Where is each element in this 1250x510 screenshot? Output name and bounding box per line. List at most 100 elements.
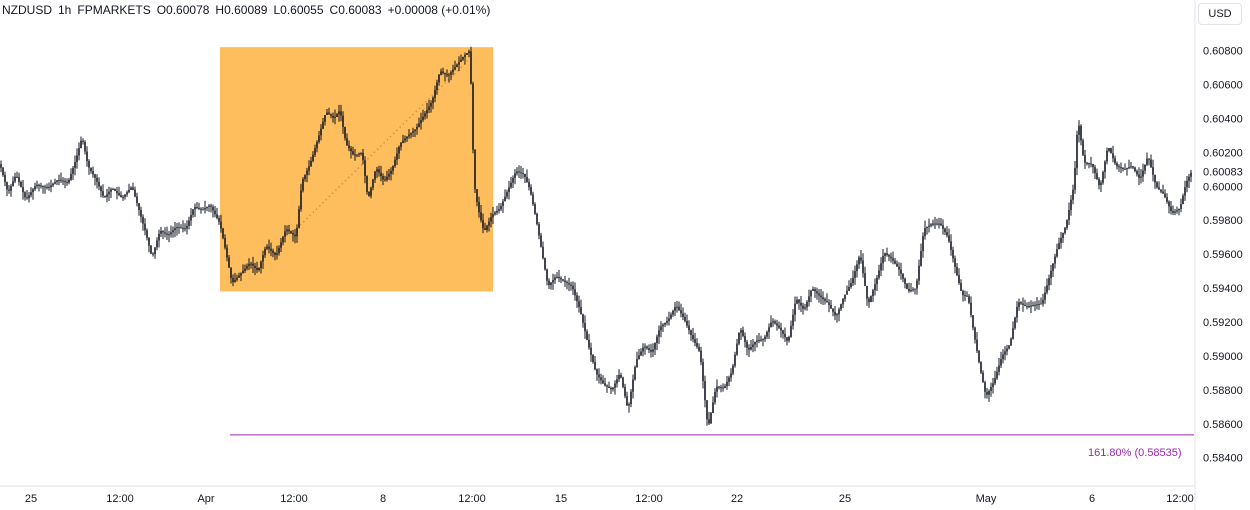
candle-body	[1136, 171, 1138, 175]
currency-button[interactable]: USD	[1198, 3, 1242, 25]
candle-body	[570, 284, 572, 286]
candle-body	[618, 375, 620, 380]
symbol-name[interactable]: NZDUSD	[2, 3, 52, 17]
candle-body	[460, 59, 462, 62]
last-price-marker	[1196, 164, 1250, 179]
candle-body	[198, 207, 200, 209]
candle-body	[118, 193, 120, 196]
candle-body	[818, 293, 820, 296]
candle-body	[948, 235, 950, 242]
candle-body	[62, 180, 64, 182]
candle-body	[426, 109, 428, 114]
candle-body	[310, 161, 312, 167]
candle-body	[554, 277, 556, 281]
price-tick-label: 0.60800	[1203, 46, 1243, 58]
candle-body	[434, 89, 436, 98]
candle-body	[90, 167, 92, 171]
candle-body	[272, 250, 274, 253]
candle-body	[706, 400, 708, 420]
time-tick-label: 22	[731, 493, 743, 505]
candle-body	[574, 289, 576, 296]
candle-body	[518, 171, 520, 173]
candle-body	[964, 295, 966, 297]
candle-body	[886, 253, 888, 255]
candle-body	[1112, 153, 1114, 159]
candle-body	[548, 280, 550, 286]
symbol-legend[interactable]: NZDUSD 1h FPMARKETS O0.60078 H0.60089 L0.6005…	[2, 3, 496, 17]
candle-body	[368, 191, 370, 196]
candle-body	[826, 300, 828, 303]
candle-body	[366, 176, 368, 192]
candle-body	[174, 228, 176, 231]
candle-body	[524, 173, 526, 177]
candle-body	[502, 201, 504, 206]
candle-body	[10, 186, 12, 191]
candle-body	[396, 153, 398, 160]
candle-body	[1110, 148, 1112, 154]
candle-body	[696, 342, 698, 347]
candle-body	[202, 209, 204, 211]
candle-body	[866, 285, 868, 299]
candle-body	[1124, 168, 1126, 170]
candle-body	[982, 372, 984, 383]
candle-body	[884, 253, 886, 257]
candle-body	[642, 347, 644, 352]
candle-body	[278, 247, 280, 254]
broker-label: FPMARKETS	[77, 3, 151, 17]
candle-body	[476, 189, 478, 202]
dotted-trendline[interactable]	[299, 60, 469, 226]
candle-body	[176, 227, 178, 229]
last-price-label: 0.60083	[1203, 167, 1243, 179]
candle-body	[608, 386, 610, 388]
candle-body	[506, 191, 508, 197]
candle-body	[48, 187, 50, 189]
candle-body	[110, 189, 112, 192]
candle-body	[588, 339, 590, 348]
candle-body	[1094, 167, 1096, 174]
candle-body	[360, 152, 362, 154]
candle-body	[768, 327, 770, 332]
candle-body	[436, 82, 438, 90]
price-axis[interactable]: 0.58400 0.58600 0.58800 0.59000 0.59200 0.594…	[1194, 0, 1250, 510]
candle-body	[204, 208, 206, 210]
candle-body	[58, 179, 60, 181]
candle-body	[648, 348, 650, 350]
candle-body	[906, 283, 908, 289]
candle-body	[1018, 302, 1020, 307]
candle-body	[392, 166, 394, 171]
candle-body	[36, 184, 38, 187]
candle-body	[354, 154, 356, 156]
candle-body	[124, 194, 126, 197]
candle-body	[158, 233, 160, 241]
candle-body	[214, 210, 216, 215]
candle-body	[778, 325, 780, 328]
candle-body	[450, 72, 452, 75]
candle-body	[238, 275, 240, 278]
candle-body	[528, 182, 530, 188]
candle-body	[952, 249, 954, 259]
candle-body	[398, 147, 400, 154]
candle-body	[984, 382, 986, 392]
candle-body	[1132, 166, 1134, 168]
candle-body	[532, 194, 534, 205]
time-axis[interactable]: 25 12:00 Apr 12:00 8 12:00 15 12:00 22 25 May 6 12:0…	[0, 485, 1195, 505]
candle-body	[402, 140, 404, 143]
candle-body	[1154, 174, 1156, 183]
candle-body	[1020, 302, 1022, 304]
candle-body	[546, 269, 548, 281]
candle-body	[340, 111, 342, 116]
candle-body	[328, 112, 330, 115]
candle-body	[322, 121, 324, 129]
time-tick-label: Apr	[197, 493, 214, 505]
candle-body	[954, 258, 956, 267]
candle-body	[718, 386, 720, 388]
highlight-box[interactable]	[220, 47, 493, 292]
candle-body	[850, 283, 852, 288]
price-tick-label: 0.59800	[1203, 215, 1243, 227]
candle-body	[200, 208, 202, 210]
candle-body	[472, 83, 474, 150]
candle-body	[856, 264, 858, 272]
candle-body	[418, 123, 420, 127]
candle-body	[324, 115, 326, 122]
